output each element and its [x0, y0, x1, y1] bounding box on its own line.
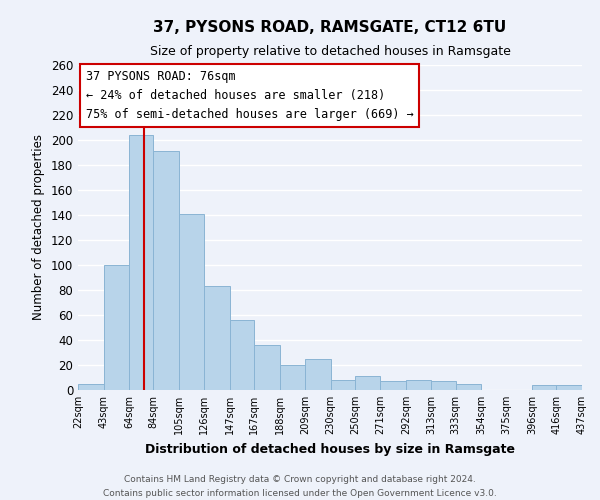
Bar	[331, 380, 355, 390]
Bar	[355, 376, 380, 390]
Bar	[305, 359, 331, 390]
Bar	[230, 320, 254, 390]
Text: Size of property relative to detached houses in Ramsgate: Size of property relative to detached ho…	[149, 45, 511, 58]
Bar	[129, 135, 153, 390]
Bar	[406, 380, 431, 390]
Bar	[78, 384, 104, 390]
Bar	[280, 365, 305, 390]
Bar	[254, 345, 280, 390]
Bar	[455, 384, 481, 390]
X-axis label: Distribution of detached houses by size in Ramsgate: Distribution of detached houses by size …	[145, 442, 515, 456]
Text: 37 PYSONS ROAD: 76sqm
← 24% of detached houses are smaller (218)
75% of semi-det: 37 PYSONS ROAD: 76sqm ← 24% of detached …	[86, 70, 413, 121]
Text: Contains HM Land Registry data © Crown copyright and database right 2024.
Contai: Contains HM Land Registry data © Crown c…	[103, 476, 497, 498]
Text: 37, PYSONS ROAD, RAMSGATE, CT12 6TU: 37, PYSONS ROAD, RAMSGATE, CT12 6TU	[154, 20, 506, 35]
Bar	[556, 385, 582, 390]
Bar	[104, 265, 129, 390]
Bar	[532, 385, 556, 390]
Y-axis label: Number of detached properties: Number of detached properties	[32, 134, 45, 320]
Bar	[205, 286, 230, 390]
Bar	[380, 381, 406, 390]
Bar	[179, 214, 205, 390]
Bar	[431, 381, 455, 390]
Bar	[153, 151, 179, 390]
